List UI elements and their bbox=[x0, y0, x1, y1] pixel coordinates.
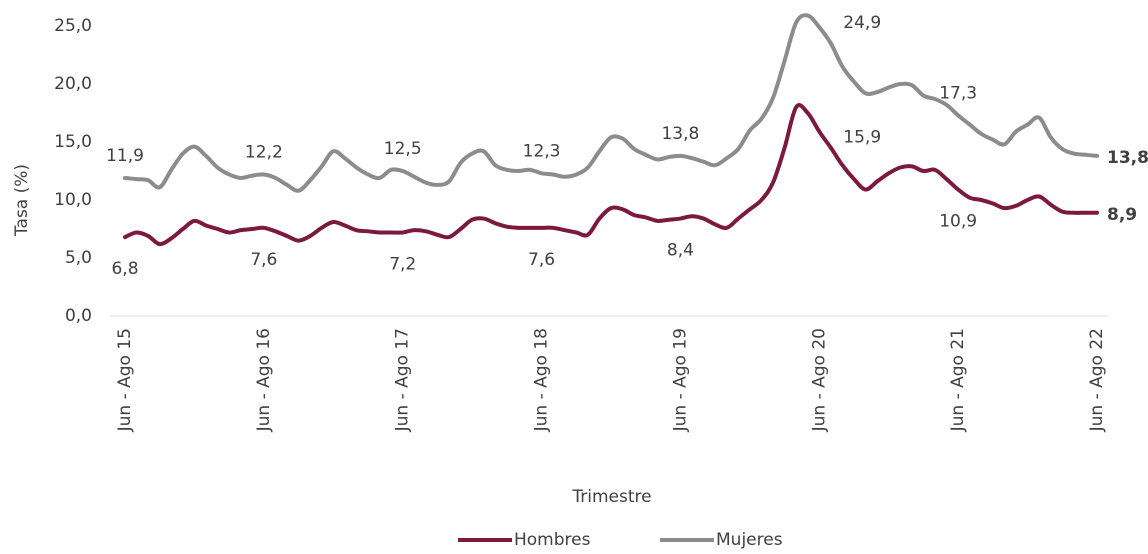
x-tick-label: Jun - Ago 21 bbox=[948, 328, 968, 432]
data-label: 15,9 bbox=[843, 128, 881, 148]
x-tick-label: Jun - Ago 15 bbox=[115, 328, 135, 432]
y-tick-label: 5,0 bbox=[65, 248, 92, 268]
data-label: 11,9 bbox=[106, 146, 144, 166]
line-series bbox=[123, 13, 1099, 193]
x-tick-label: Jun - Ago 20 bbox=[809, 328, 829, 432]
data-label: 13,8 bbox=[1107, 148, 1148, 168]
y-axis-title: Tasa (%) bbox=[12, 164, 32, 237]
x-axis-title: Trimestre bbox=[571, 487, 651, 507]
data-label: 12,2 bbox=[245, 142, 283, 162]
x-tick-label: Jun - Ago 16 bbox=[254, 328, 274, 432]
data-label: 7,6 bbox=[528, 250, 555, 270]
data-label: 10,9 bbox=[939, 212, 977, 232]
data-label: 13,8 bbox=[661, 124, 699, 144]
data-label: 7,6 bbox=[250, 250, 277, 270]
data-label: 17,3 bbox=[939, 83, 977, 103]
y-tick-label: 25,0 bbox=[54, 16, 92, 36]
data-label: 24,9 bbox=[843, 13, 881, 33]
y-tick-label: 20,0 bbox=[54, 74, 92, 94]
legend-label: Mujeres bbox=[716, 530, 783, 550]
data-label: 12,5 bbox=[384, 139, 422, 159]
y-tick-label: 0,0 bbox=[65, 306, 92, 326]
data-label: 6,8 bbox=[111, 259, 138, 279]
x-tick-label: Jun - Ago 19 bbox=[670, 328, 690, 432]
x-tick-label: Jun - Ago 22 bbox=[1087, 328, 1107, 432]
line-series bbox=[123, 103, 1099, 247]
x-tick-label: Jun - Ago 18 bbox=[532, 328, 552, 432]
data-label: 12,3 bbox=[523, 141, 561, 161]
legend-label: Hombres bbox=[514, 530, 591, 550]
y-tick-label: 10,0 bbox=[54, 190, 92, 210]
data-label: 8,9 bbox=[1107, 205, 1137, 225]
data-label: 8,4 bbox=[667, 241, 694, 261]
data-label: 7,2 bbox=[389, 254, 416, 274]
y-tick-label: 15,0 bbox=[54, 132, 92, 152]
x-tick-label: Jun - Ago 17 bbox=[393, 328, 413, 432]
